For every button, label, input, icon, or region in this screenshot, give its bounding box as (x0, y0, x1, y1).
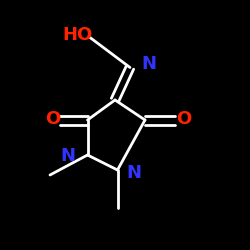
Text: N: N (126, 164, 141, 182)
Text: O: O (45, 110, 60, 128)
Text: N: N (60, 147, 75, 165)
Text: N: N (141, 55, 156, 73)
Text: HO: HO (62, 26, 92, 44)
Text: O: O (176, 110, 192, 128)
